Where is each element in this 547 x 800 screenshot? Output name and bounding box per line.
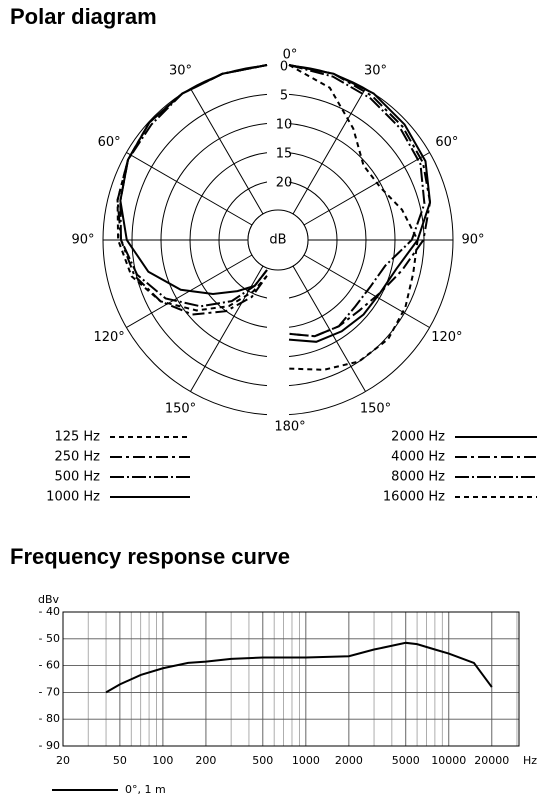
x-axis-label: Hz — [523, 754, 537, 767]
x-tick-label: 20000 — [474, 754, 509, 767]
polar-curve — [119, 64, 268, 296]
r-tick-label: 10 — [276, 118, 293, 133]
chart-title: Polar diagram — [10, 4, 157, 29]
inner-circle — [247, 209, 309, 271]
y-tick-label: - 50 — [39, 632, 60, 645]
theta-tick-label: 90° — [71, 233, 94, 248]
x-tick-label: 200 — [195, 754, 216, 767]
spoke — [126, 152, 253, 226]
theta-tick-label: 150° — [165, 401, 196, 416]
theta-tick-label: 120° — [431, 330, 462, 345]
polar-curve — [288, 64, 426, 338]
legend-label: 500 Hz — [54, 470, 100, 485]
y-tick-label: - 80 — [39, 712, 60, 725]
response-curve — [105, 641, 493, 694]
theta-tick-label: 150° — [360, 401, 391, 416]
theta-tick-label: 30° — [364, 64, 387, 79]
x-tick-label: 50 — [113, 754, 127, 767]
spoke — [303, 152, 430, 226]
theta-tick-label: 0° — [283, 48, 298, 63]
theta-tick-label: 60° — [435, 135, 458, 150]
x-tick-label: 100 — [152, 754, 173, 767]
polar-curve — [116, 64, 268, 316]
legend-label: 0°, 1 m — [125, 783, 166, 796]
legend-label: 16000 Hz — [383, 490, 445, 505]
legend-label: 250 Hz — [54, 450, 100, 465]
theta-tick-label: 180° — [274, 420, 305, 435]
theta-tick-label: 120° — [93, 330, 124, 345]
legend-label: 8000 Hz — [391, 470, 445, 485]
spoke — [292, 265, 366, 392]
plot-frame — [62, 611, 520, 747]
x-tick-label: 2000 — [335, 754, 363, 767]
theta-tick-label: 60° — [98, 135, 121, 150]
polar-curve — [116, 64, 268, 312]
r-axis-label: dB — [269, 233, 286, 248]
theta-tick-label: 30° — [169, 64, 192, 79]
y-tick-label: - 70 — [39, 685, 60, 698]
legend-label: 4000 Hz — [391, 450, 445, 465]
r-tick-label: 20 — [276, 176, 293, 191]
x-tick-label: 1000 — [292, 754, 320, 767]
r-tick-label: 0 — [280, 60, 288, 75]
x-tick-label: 10000 — [431, 754, 466, 767]
x-tick-label: 20 — [56, 754, 70, 767]
legend-label: 125 Hz — [54, 430, 100, 445]
r-tick-label: 15 — [276, 147, 293, 162]
polar-curve — [288, 64, 432, 343]
spoke — [292, 88, 366, 215]
polar-curve — [288, 64, 419, 371]
x-tick-label: 5000 — [392, 754, 420, 767]
legend-label: 2000 Hz — [391, 430, 445, 445]
y-tick-label: - 90 — [39, 739, 60, 752]
r-tick-label: 5 — [280, 89, 288, 104]
legend-label: 1000 Hz — [46, 490, 100, 505]
y-tick-label: - 60 — [39, 659, 60, 672]
chart-title: Frequency response curve — [10, 544, 290, 569]
x-tick-label: 500 — [252, 754, 273, 767]
y-axis-label: dBv — [38, 593, 60, 606]
y-tick-label: - 40 — [39, 605, 60, 618]
spoke — [190, 88, 264, 215]
theta-tick-label: 90° — [461, 233, 484, 248]
